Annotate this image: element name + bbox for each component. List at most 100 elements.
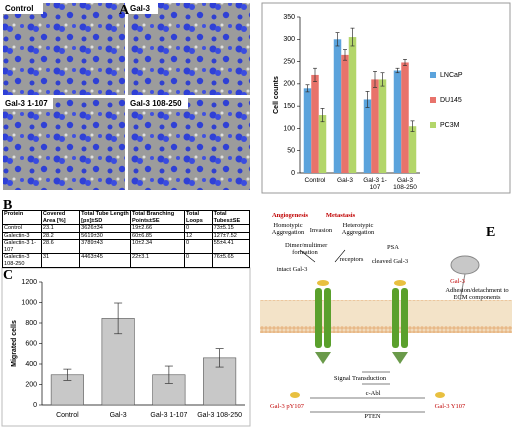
table-cell: 28.6 — [40, 239, 81, 254]
y-tick-label: 150 — [283, 103, 295, 110]
y-tick-label: 1000 — [21, 299, 37, 306]
y-tick-label: 0 — [33, 402, 37, 409]
x-tick-label-box: Gal-3 108-250 — [393, 177, 417, 191]
x-tick-label-box: Gal-3 — [337, 177, 353, 184]
bar — [348, 37, 357, 173]
x-tick-label-box: Control — [305, 177, 326, 184]
y-tick-label: 0 — [291, 170, 295, 177]
bar — [401, 62, 409, 173]
error-bar — [305, 84, 310, 93]
header-cell: Total Branching Points±SE — [129, 210, 186, 225]
micrograph-label: Gal-3 — [130, 4, 151, 13]
error-bar — [320, 108, 325, 123]
receptor — [324, 288, 331, 348]
legend-swatch — [430, 122, 436, 128]
header-cell: Covered Area [%] — [40, 210, 81, 225]
x-tick-label: Gal-3 — [337, 177, 353, 184]
micrograph — [3, 98, 125, 190]
y-tick-label: 250 — [283, 58, 295, 65]
error-bar — [410, 120, 415, 132]
y-tick-label: 300 — [283, 36, 295, 43]
error-bar — [114, 302, 123, 335]
y-tick-label: 800 — [25, 320, 37, 327]
x-tick-label: Gal-3 — [110, 412, 127, 419]
table-cell: 4463±45 — [79, 253, 131, 268]
error-bar — [313, 67, 317, 82]
receptor — [315, 288, 322, 348]
bar — [303, 88, 312, 173]
x-tick-label: Gal-3 1-107 — [363, 177, 387, 191]
header-cell: Total Loops — [184, 210, 213, 225]
panel-frame — [1, 267, 251, 427]
table-cell: Control — [2, 224, 42, 233]
error-bar — [63, 368, 72, 381]
micrograph-label: Gal-3 108-250 — [130, 99, 182, 108]
y-tick-label: 50 — [287, 148, 295, 155]
y-tick-label: 600 — [25, 340, 37, 347]
x-tick-label: Gal-3 108-250 — [393, 177, 417, 191]
error-bar — [395, 67, 400, 74]
table-cell: 55±4.41 — [211, 239, 251, 254]
diagram-label: intact Gal-3 — [276, 266, 308, 273]
error-bar — [373, 71, 377, 88]
table-cell: 19±2.66 — [129, 224, 186, 233]
error-bar — [335, 32, 340, 47]
table-row: Galectin-3 108-250 31 4463±45 22±3.1 0 76±5.6… — [2, 253, 251, 268]
y-axis-label: Migrated cells — [11, 320, 18, 367]
diagram-label: Invasion — [309, 227, 333, 234]
kinase — [315, 352, 331, 364]
diagram-label: receptors — [339, 256, 364, 263]
diagram-label: PTEN — [364, 413, 381, 420]
table-wrap: Protein Covered Area [%] Total Tube Length… — [2, 210, 251, 268]
y-tick-label: 400 — [25, 361, 37, 368]
table-cell: 3789±43 — [79, 239, 131, 254]
kinase — [392, 352, 408, 364]
table-cell: 10±2.34 — [129, 239, 186, 254]
legend-swatch — [430, 97, 436, 103]
micrograph-label: Control — [5, 4, 33, 13]
gal3-icon — [394, 280, 406, 286]
x-tick-label: Gal-3 1-107 — [150, 412, 187, 419]
error-bar — [350, 27, 355, 47]
table-cell: 76±5.65 — [211, 253, 251, 268]
x-tick-label: Control — [56, 412, 79, 419]
bar — [341, 54, 349, 174]
error-bar — [164, 365, 173, 384]
table-cell: 0 — [184, 224, 213, 233]
membrane — [260, 300, 512, 333]
table-header: Protein Covered Area [%] Total Tube Length… — [2, 210, 251, 225]
table-cell: Galectin-3 — [2, 231, 42, 240]
x-tick-label-box: Gal-3 1-107 — [363, 177, 387, 191]
panel-letter: C — [3, 268, 13, 283]
table-cell: 5619±30 — [79, 231, 131, 240]
cell — [450, 255, 480, 275]
table-cell: Galectin-3 108-250 — [2, 253, 42, 268]
panel-letter: A — [119, 3, 130, 18]
table-cell: 60±6.85 — [129, 231, 186, 240]
diagram-label: Homotypic Aggregation — [271, 222, 305, 236]
arrow — [362, 371, 390, 385]
table-cell: 3626±34 — [79, 224, 131, 233]
bar — [311, 74, 319, 173]
bar — [393, 70, 402, 173]
diagram-label: Gal-3 Y107 — [434, 403, 466, 410]
micrograph — [128, 3, 250, 95]
diagram-label: PSA — [387, 244, 399, 251]
diagram-label: Dimer/multimer formation — [285, 242, 328, 256]
error-bar — [343, 49, 347, 61]
table-cell: 28.2 — [40, 231, 81, 240]
y-axis-label: Cell counts — [273, 76, 280, 114]
diagram-label: Angiogenesis — [271, 212, 309, 219]
table-row: Control 23.1 3626±34 19±2.66 0 73±5.15 — [2, 224, 251, 233]
diagram-label: Signal Transduction — [333, 375, 387, 382]
gal3-icon — [435, 392, 445, 398]
table-row: Galectin-3 1-107 28.6 3789±43 10±2.34 0 55±4.… — [2, 239, 251, 254]
table-cell: 12 — [184, 231, 213, 240]
x-tick-label: Gal-3 108-250 — [197, 412, 242, 419]
legend-label: PC3M — [440, 122, 460, 129]
arrow — [299, 249, 346, 263]
